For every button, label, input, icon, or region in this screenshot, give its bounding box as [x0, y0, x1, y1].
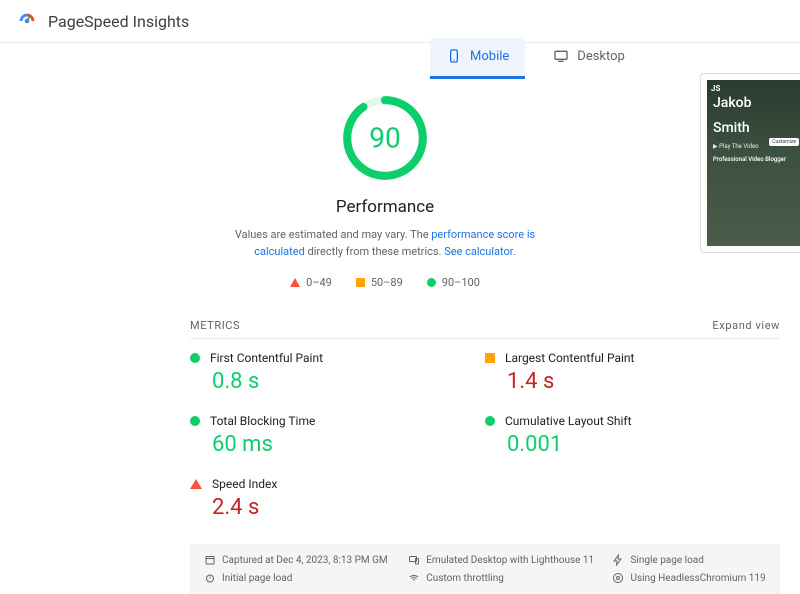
circle-icon	[427, 278, 436, 287]
device-icon	[408, 554, 420, 566]
metric-cls-value: 0.001	[507, 432, 770, 457]
performance-score-section: 90 Performance Values are estimated and …	[190, 73, 580, 289]
legend-bad-label: 0–49	[306, 276, 332, 289]
meta-initial: Initial page load	[204, 572, 388, 584]
metric-si-title: Speed Index	[212, 477, 277, 491]
status-good-icon	[190, 353, 200, 363]
status-bad-icon	[190, 479, 202, 489]
status-mid-icon	[485, 353, 495, 363]
calendar-icon	[204, 554, 216, 566]
meta-captured-text: Captured at Dec 4, 2023, 8:13 PM GMT+13	[222, 555, 388, 566]
tab-desktop-label: Desktop	[577, 49, 625, 64]
square-icon	[356, 278, 365, 287]
preview-logo: JS	[711, 84, 720, 93]
score-row: 90 Performance Values are estimated and …	[190, 73, 780, 289]
metric-si-value: 2.4 s	[212, 495, 475, 520]
metric-cls-title: Cumulative Layout Shift	[505, 414, 632, 428]
score-value: 90	[369, 122, 400, 155]
performance-note: Values are estimated and may vary. The p…	[225, 227, 545, 260]
metrics-grid: First Contentful Paint 0.8 s Largest Con…	[190, 339, 780, 528]
legend-good-label: 90–100	[442, 276, 480, 289]
meta-captured: Captured at Dec 4, 2023, 8:13 PM GMT+13	[204, 554, 388, 566]
tab-mobile-label: Mobile	[470, 49, 509, 64]
metric-si: Speed Index 2.4 s	[190, 465, 485, 528]
legend-bad: 0–49	[290, 276, 332, 289]
preview-badge: Customize	[769, 138, 799, 146]
metric-lcp-value: 1.4 s	[507, 369, 770, 394]
meta-emulated: Emulated Desktop with Lighthouse 11.0.0	[408, 554, 592, 566]
triangle-icon	[290, 278, 300, 287]
header-title: PageSpeed Insights	[48, 12, 189, 31]
metric-lcp: Largest Contentful Paint 1.4 s	[485, 339, 780, 402]
note-text-1: Values are estimated and may vary. The	[235, 228, 431, 241]
mobile-icon	[446, 48, 462, 64]
meta-chrome-text: Using HeadlessChromium 119.0.6045.159 wi…	[630, 573, 766, 584]
legend-good: 90–100	[427, 276, 480, 289]
meta-throttle-text: Custom throttling	[426, 573, 504, 584]
bolt-icon	[612, 554, 624, 566]
meta-throttle: Custom throttling	[408, 572, 592, 584]
meta-initial-text: Initial page load	[222, 573, 292, 584]
note-text-2: directly from these metrics.	[305, 245, 444, 258]
preview-name-first: Jakob	[713, 96, 797, 111]
pagespeed-logo-icon	[16, 10, 38, 32]
device-tabs: Mobile Desktop	[430, 38, 641, 79]
screenshot-preview: JS Jakob Smith ▶ Play The Video Customiz…	[700, 73, 800, 253]
screenshot-content: JS Jakob Smith ▶ Play The Video Customiz…	[707, 80, 800, 246]
expand-view-link[interactable]: Expand view	[712, 319, 780, 332]
screenshot-preview-section: JS Jakob Smith ▶ Play The Video Customiz…	[660, 73, 800, 289]
metrics-label: METRICS	[190, 319, 240, 332]
status-good-icon	[485, 416, 495, 426]
tab-mobile[interactable]: Mobile	[430, 38, 525, 79]
main-content: 90 Performance Values are estimated and …	[0, 43, 800, 594]
desktop-icon	[553, 48, 569, 64]
app-header: PageSpeed Insights	[0, 0, 800, 43]
footer-metadata: Captured at Dec 4, 2023, 8:13 PM GMT+13 …	[190, 544, 780, 594]
metric-fcp-value: 0.8 s	[212, 369, 475, 394]
meta-emulated-text: Emulated Desktop with Lighthouse 11.0.0	[426, 555, 592, 566]
status-good-icon	[190, 416, 200, 426]
meta-single-text: Single page load	[630, 555, 703, 566]
metric-fcp: First Contentful Paint 0.8 s	[190, 339, 485, 402]
score-legend: 0–49 50–89 90–100	[190, 276, 580, 289]
metrics-header: METRICS Expand view	[190, 319, 780, 339]
preview-tagline: Professional Video Blogger	[713, 156, 797, 163]
timer-icon	[204, 572, 216, 584]
chrome-icon	[612, 572, 624, 584]
metric-fcp-title: First Contentful Paint	[210, 351, 323, 365]
score-gauge: 90	[340, 93, 430, 183]
tab-desktop[interactable]: Desktop	[537, 38, 641, 79]
metric-tbt: Total Blocking Time 60 ms	[190, 402, 485, 465]
metric-cls: Cumulative Layout Shift 0.001	[485, 402, 780, 465]
meta-chrome: Using HeadlessChromium 119.0.6045.159 wi…	[612, 572, 766, 584]
see-calculator-link[interactable]: See calculator.	[444, 245, 516, 258]
metric-tbt-value: 60 ms	[212, 432, 475, 457]
legend-mid: 50–89	[356, 276, 403, 289]
meta-single: Single page load	[612, 554, 766, 566]
wifi-icon	[408, 572, 420, 584]
legend-mid-label: 50–89	[371, 276, 403, 289]
metric-tbt-title: Total Blocking Time	[210, 414, 315, 428]
preview-name-last: Smith	[713, 121, 797, 136]
performance-label: Performance	[190, 197, 580, 217]
metric-lcp-title: Largest Contentful Paint	[505, 351, 634, 365]
